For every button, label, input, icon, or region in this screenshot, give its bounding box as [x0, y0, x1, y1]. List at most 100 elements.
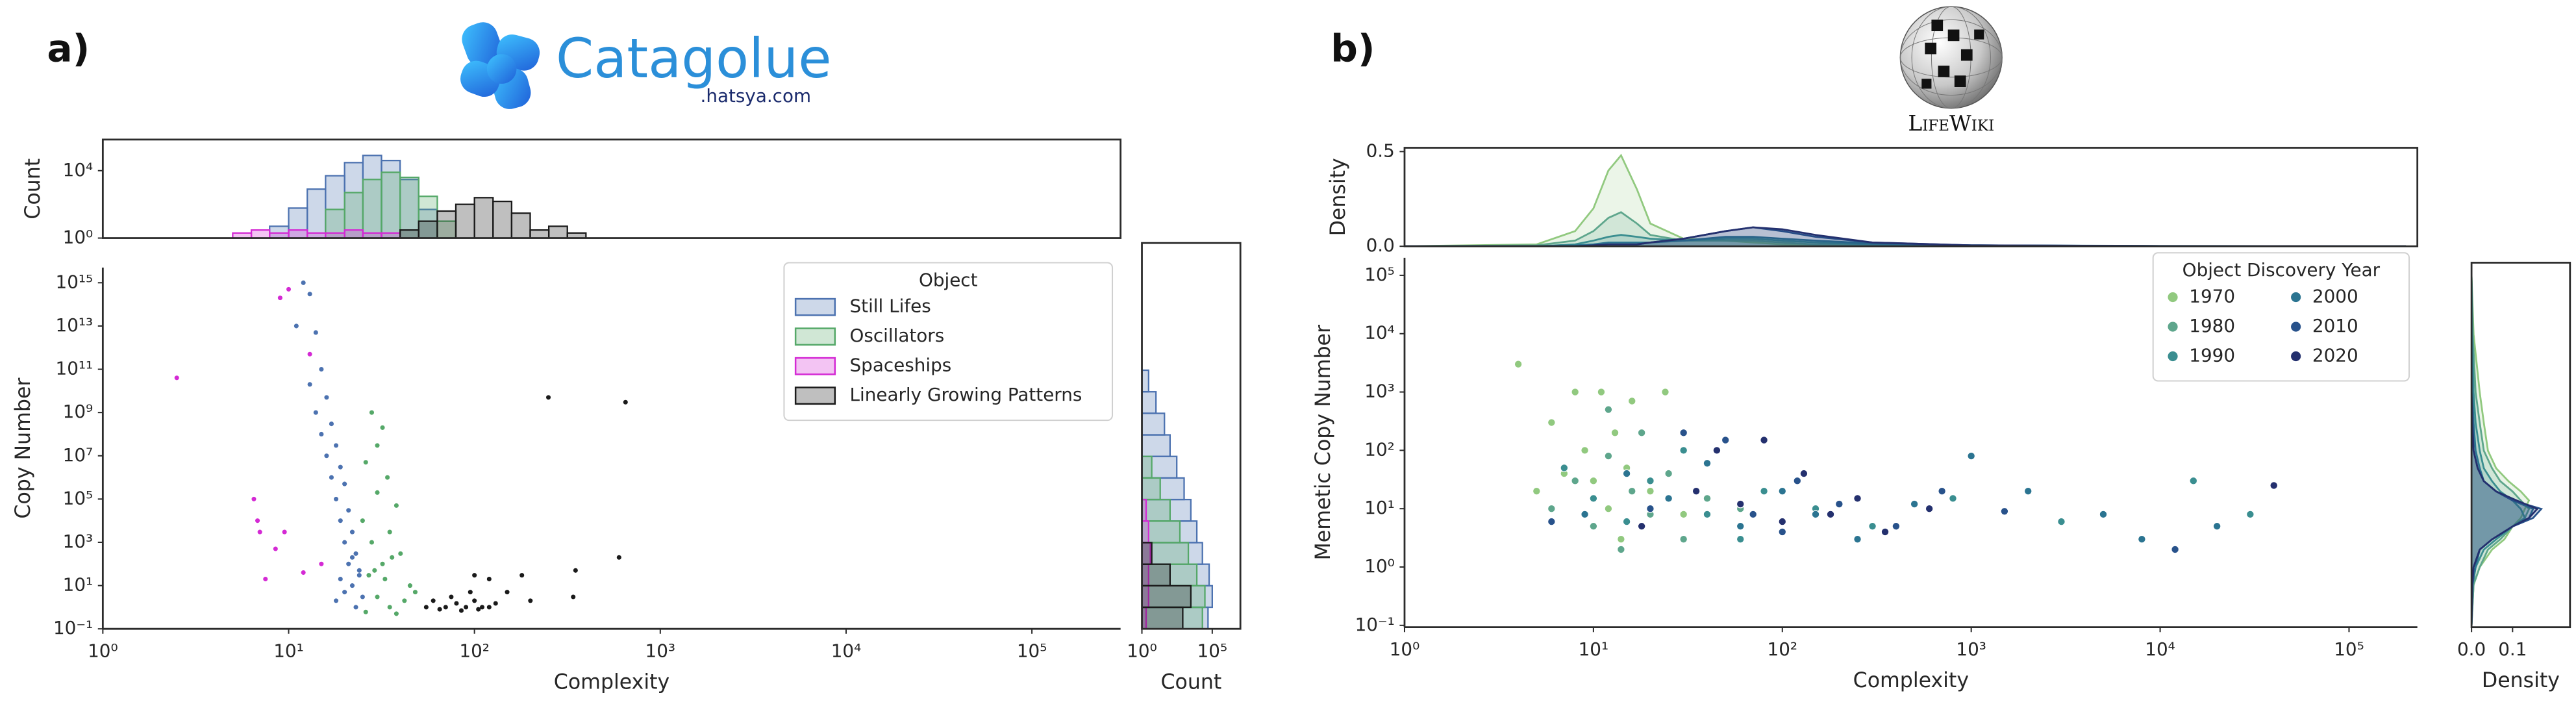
point — [356, 573, 362, 578]
point — [1967, 451, 1976, 460]
density-area — [2471, 276, 2533, 625]
x-tick-label: 10⁴ — [831, 640, 862, 662]
point — [1646, 504, 1655, 513]
point — [468, 590, 473, 595]
logo-subtitle: .hatsya.com — [701, 85, 812, 107]
x-tick-label: 10¹ — [273, 640, 304, 662]
histogram-bar — [1142, 606, 1209, 629]
point — [390, 555, 395, 560]
point — [346, 561, 351, 566]
density-area — [1404, 236, 2407, 247]
point — [385, 475, 390, 480]
point — [1622, 469, 1631, 478]
point — [372, 568, 377, 573]
density-area — [2471, 276, 2529, 625]
legend-patch — [794, 357, 836, 375]
density-area — [2471, 276, 2542, 625]
density-area — [1404, 212, 2407, 247]
point — [294, 323, 299, 329]
point — [334, 443, 339, 448]
x-tick-label: 0.1 — [2498, 638, 2527, 660]
y-tick-label: 10¹¹ — [56, 358, 94, 379]
point — [1778, 517, 1787, 526]
point — [1679, 535, 1688, 544]
x-tick-label: 10⁰ — [88, 640, 118, 662]
y-tick-label: 10¹ — [63, 574, 94, 596]
histogram-bar — [1142, 520, 1149, 544]
histogram-bar — [1142, 434, 1171, 457]
x-tick-label: 10¹ — [1579, 638, 1609, 660]
point — [1560, 463, 1569, 472]
histogram-bar — [436, 210, 457, 238]
point — [1811, 510, 1820, 519]
point — [402, 598, 407, 603]
point — [394, 503, 399, 508]
x-axis-label: Count — [1160, 671, 1221, 694]
point — [486, 577, 492, 582]
point — [1571, 388, 1580, 397]
legend-label: 2000 — [2312, 286, 2358, 307]
point — [1604, 405, 1613, 414]
point — [301, 280, 306, 285]
legend: Object Discovery Year 1970 1980 1990 2000 201… — [2152, 252, 2410, 382]
point — [1853, 494, 1862, 503]
point — [1547, 517, 1556, 526]
x-tick-label: 10² — [459, 640, 490, 662]
y-tick-label: 10⁷ — [63, 444, 94, 466]
legend-label: 2010 — [2312, 315, 2358, 336]
point — [1604, 451, 1613, 460]
point — [1616, 545, 1625, 554]
x-tick-label: 10⁵ — [2334, 638, 2364, 660]
point — [382, 577, 388, 582]
point — [387, 605, 392, 610]
point — [2000, 507, 2009, 516]
plot-area — [174, 280, 628, 616]
point — [349, 555, 355, 560]
point — [2137, 535, 2146, 544]
point — [1589, 522, 1598, 531]
point — [1868, 522, 1877, 531]
histogram-bar — [1142, 585, 1192, 609]
point — [369, 540, 375, 545]
point — [307, 351, 312, 357]
point — [1597, 388, 1606, 397]
point — [545, 395, 551, 400]
point — [454, 601, 459, 606]
histogram-bar — [399, 229, 419, 238]
point — [1793, 476, 1802, 485]
point — [1637, 522, 1646, 531]
y-tick-label: 10⁰ — [1364, 555, 1395, 577]
point — [1736, 499, 1745, 509]
y-tick-label: 0.0 — [1366, 234, 1395, 256]
histogram-bar — [473, 197, 494, 238]
legend-label: Still Lifes — [850, 296, 931, 317]
y-tick-label: 10³ — [63, 531, 94, 552]
point — [1532, 486, 1541, 496]
point — [1627, 486, 1636, 496]
point — [1703, 459, 1712, 468]
density-line — [2471, 276, 2531, 625]
point — [307, 292, 312, 297]
histogram-bar — [1142, 498, 1147, 522]
y-tick-label: 0.5 — [1366, 140, 1395, 161]
histogram-bar — [399, 176, 419, 238]
histogram-bar — [1142, 563, 1210, 586]
point — [2189, 476, 2198, 485]
point — [1581, 510, 1590, 519]
plot-area — [1142, 369, 1213, 629]
histogram-bar — [418, 220, 438, 238]
point — [398, 551, 403, 556]
point — [528, 598, 533, 603]
point — [353, 605, 358, 610]
point — [273, 546, 278, 551]
density-line — [1404, 153, 2407, 247]
point — [1637, 428, 1646, 437]
point — [1853, 535, 1862, 544]
histogram-bar — [566, 232, 587, 238]
point — [2023, 486, 2032, 496]
point — [1679, 428, 1688, 437]
density-area — [1404, 234, 2407, 247]
point — [353, 551, 358, 556]
x-tick-label: 10⁰ — [1390, 638, 1420, 660]
logo-title: Catagolue — [556, 27, 831, 90]
